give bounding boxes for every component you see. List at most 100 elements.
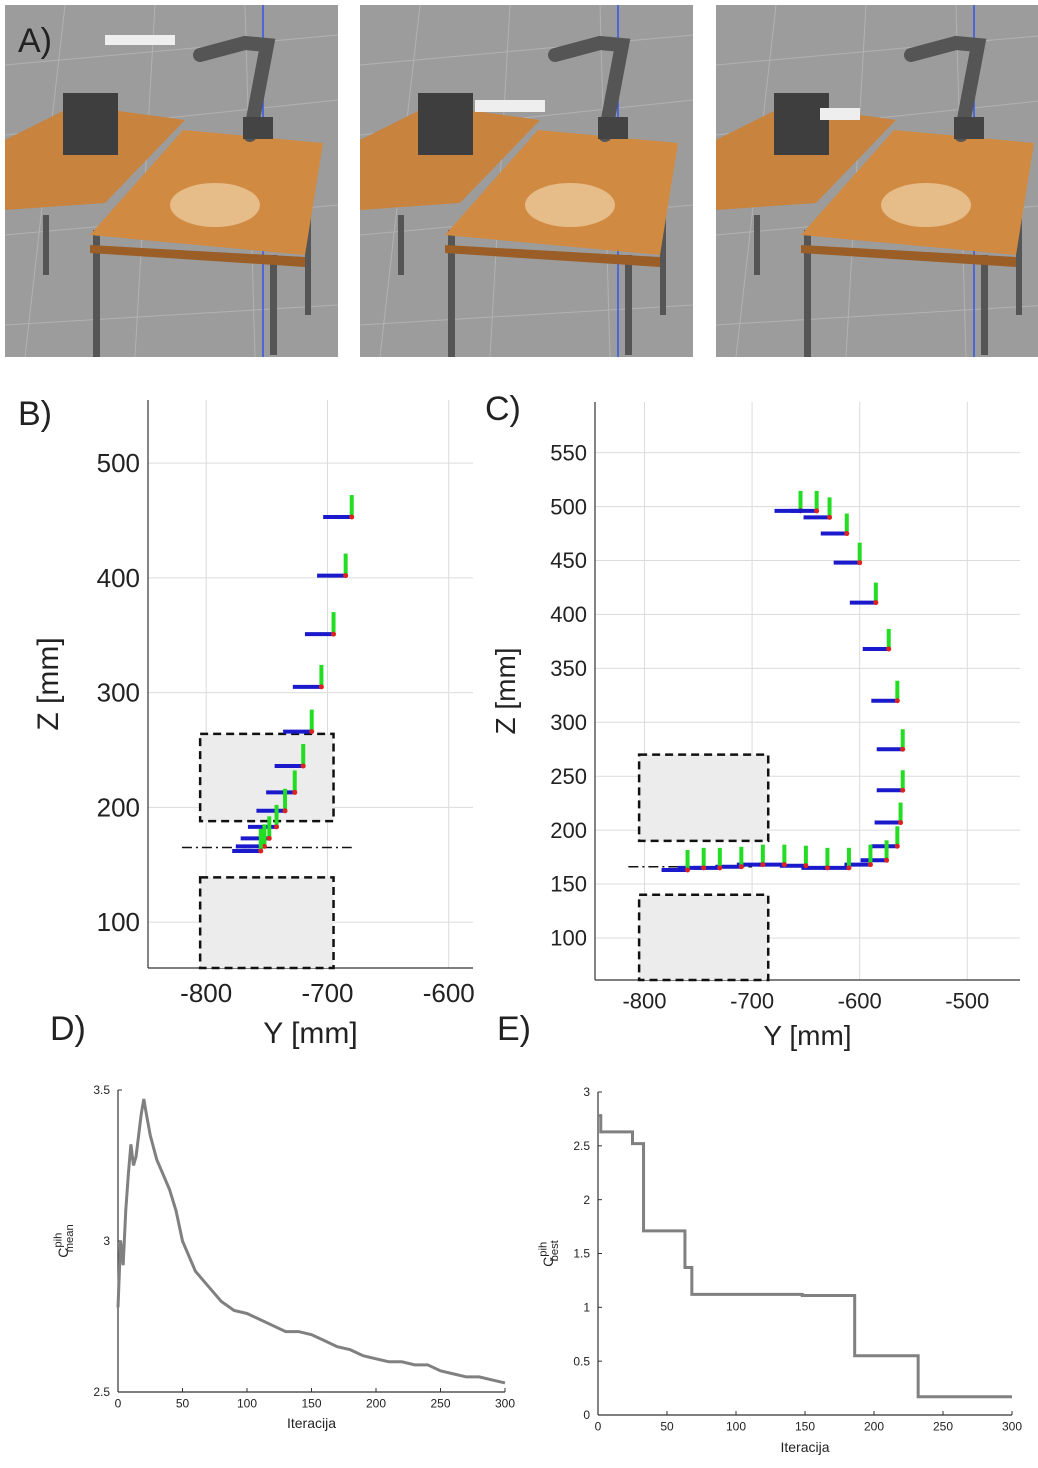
y-axis-label-sub: mean <box>64 1224 76 1252</box>
obstacle <box>637 753 770 843</box>
y-axis-label-main: Z [mm] <box>490 647 521 734</box>
y-tick-label: 300 <box>97 678 140 708</box>
x-tick-label: 250 <box>933 1420 953 1434</box>
x-tick-label: 100 <box>726 1420 746 1434</box>
y-tick-label: 100 <box>550 926 587 951</box>
y-tick-label: 300 <box>550 710 587 735</box>
y-tick-label: 2 <box>583 1193 590 1207</box>
frame-origin <box>309 729 315 735</box>
pose-frame <box>266 770 298 795</box>
frame-origin <box>894 698 900 704</box>
y-axis-label-main: C <box>540 1257 556 1267</box>
pose-frame <box>874 802 904 826</box>
scene-view <box>716 5 1038 357</box>
pose-frame <box>871 680 900 704</box>
y-tick-label: 550 <box>550 440 587 465</box>
pose-frame <box>833 542 863 566</box>
tool <box>820 108 860 120</box>
x-tick-label: -600 <box>838 989 882 1014</box>
pose-frame <box>790 490 820 514</box>
frame-origin <box>258 848 264 854</box>
y-tick-label: 200 <box>97 792 140 822</box>
pose-frame <box>304 612 337 637</box>
frame-origin <box>781 862 787 868</box>
pose-frame <box>283 709 315 735</box>
frame-origin <box>292 789 298 795</box>
frame-origin <box>884 857 890 863</box>
y-tick-label: 200 <box>550 818 587 843</box>
obstacle <box>198 732 335 823</box>
x-axis-label: Iteracija <box>287 1415 336 1431</box>
x-tick-label: 300 <box>1002 1420 1022 1434</box>
y-axis-label: Z [mm] <box>490 647 521 734</box>
frame-origin <box>827 514 833 520</box>
scene-view <box>360 5 693 357</box>
y-axis-label: Cpihbest <box>538 1239 561 1267</box>
obstacle <box>637 893 770 982</box>
frame-origin <box>867 862 873 868</box>
frame-origin <box>900 746 906 752</box>
frame-origin <box>274 824 280 830</box>
frame-origin <box>343 573 349 579</box>
y-axis-label-sup: pih <box>538 1242 550 1257</box>
y-axis-label: Z [mm] <box>32 637 65 730</box>
y-tick-label: 1 <box>583 1301 590 1315</box>
frame-origin <box>846 865 852 871</box>
pose-frame <box>803 497 833 520</box>
x-tick-label: 50 <box>176 1397 190 1411</box>
frame-origin <box>760 862 766 868</box>
frame-origin <box>898 820 904 826</box>
x-tick-label: 300 <box>495 1397 515 1411</box>
obstacle <box>198 876 335 970</box>
x-tick-label: -800 <box>180 978 232 1008</box>
pose-frame <box>862 628 892 652</box>
pose-frame <box>860 840 890 863</box>
pose-frame <box>274 744 306 769</box>
x-tick-label: -600 <box>423 978 475 1008</box>
y-tick-label: 150 <box>550 872 587 897</box>
x-axis-label: Iteracija <box>780 1439 829 1455</box>
x-tick-label: -500 <box>945 989 989 1014</box>
x-axis-label: Y [mm] <box>763 1020 851 1051</box>
x-tick-label: 0 <box>595 1420 602 1434</box>
pose-frame <box>661 850 691 873</box>
scene-view <box>5 5 338 357</box>
y-axis-label-sub: best <box>549 1239 561 1261</box>
frame-origin <box>266 835 272 841</box>
x-tick-label: 0 <box>115 1397 122 1411</box>
frame-origin <box>900 787 906 793</box>
y-tick-label: 400 <box>550 602 587 627</box>
x-tick-label: 150 <box>795 1420 815 1434</box>
frame-origin <box>717 865 723 871</box>
y-tick-label: 0.5 <box>573 1354 590 1368</box>
frame-origin <box>803 863 809 869</box>
y-tick-label: 3 <box>103 1234 110 1248</box>
panel-label: B) <box>18 395 52 433</box>
x-tick-label: 200 <box>864 1420 884 1434</box>
y-tick-label: 500 <box>550 494 587 519</box>
y-tick-label: 250 <box>550 764 587 789</box>
pose-frame <box>292 664 324 690</box>
y-tick-label: 100 <box>97 907 140 937</box>
y-tick-label: 400 <box>97 563 140 593</box>
frame-origin <box>814 508 820 514</box>
y-tick-label: 3 <box>583 1085 590 1099</box>
pose-frame <box>256 788 288 814</box>
data-line <box>116 1098 506 1385</box>
panel-label: E) <box>497 1010 531 1048</box>
frame-origin <box>857 560 863 566</box>
frame-origin <box>331 631 337 637</box>
frame-origin <box>261 843 267 849</box>
x-tick-label: 200 <box>366 1397 386 1411</box>
panel-label: C) <box>485 390 521 428</box>
frame-origin <box>318 684 324 690</box>
y-tick-label: 2.5 <box>573 1139 590 1153</box>
pose-frame <box>876 729 906 752</box>
pose-frame <box>232 828 264 854</box>
y-tick-label: 450 <box>550 548 587 573</box>
pose-frame <box>317 553 349 579</box>
y-tick-label: 2.5 <box>93 1385 110 1399</box>
y-axis-label: Cpihmean <box>53 1224 76 1257</box>
frame-origin <box>873 600 879 606</box>
pose-frame <box>876 770 906 793</box>
